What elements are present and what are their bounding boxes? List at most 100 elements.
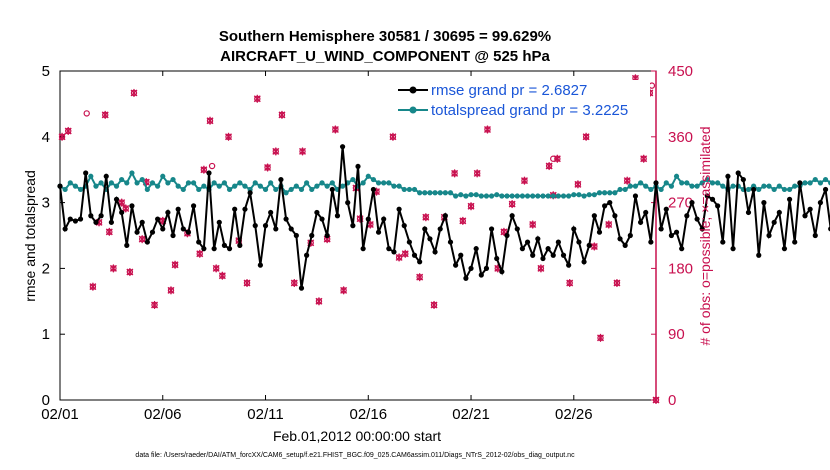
rmse-point (293, 232, 299, 239)
rmse-point (653, 180, 659, 186)
rmse-point (694, 216, 700, 222)
y2-tick-label: 180 (668, 260, 693, 277)
totalspread-point (365, 173, 371, 179)
totalspread-point (113, 183, 120, 189)
totalspread-point (488, 193, 495, 199)
totalspread-point (232, 183, 238, 189)
totalspread-point (185, 180, 192, 186)
rmse-point (381, 216, 387, 222)
rmse-point (375, 229, 382, 235)
obs-assimilated-point (212, 264, 220, 273)
obs-assimilated-point (122, 204, 130, 213)
totalspread-point (396, 183, 402, 189)
rmse-point (422, 226, 428, 232)
rmse-point (406, 239, 412, 245)
rmse-point (360, 246, 366, 252)
totalspread-point (370, 176, 377, 183)
legend-rmse-marker (409, 86, 417, 94)
y-tick-label: 2 (42, 260, 50, 277)
rmse-point (170, 232, 176, 239)
totalspread-point (252, 180, 258, 186)
totalspread-point (709, 180, 716, 186)
totalspread-point (504, 193, 510, 199)
rmse-point (273, 226, 279, 232)
rmse-point (139, 219, 145, 225)
totalspread-point (196, 186, 202, 193)
totalspread-point (632, 183, 639, 189)
rmse-point (262, 223, 269, 229)
y2-tick-label: 360 (668, 129, 693, 146)
rmse-point (463, 275, 469, 281)
obs-assimilated-point (459, 216, 467, 225)
totalspread-point (329, 180, 335, 186)
obs-assimilated-point (623, 176, 631, 185)
totalspread-point (715, 180, 721, 186)
rmse-point (57, 183, 63, 189)
rmse-point (761, 200, 767, 206)
totalspread-point (591, 192, 597, 198)
obs-assimilated-point (315, 297, 323, 306)
totalspread-point (617, 186, 623, 193)
totalspread-point (360, 180, 366, 186)
legend-spread-marker (409, 106, 417, 114)
rmse-point (468, 265, 474, 271)
totalspread-point (673, 173, 680, 179)
rmse-point (735, 170, 741, 176)
totalspread-point (463, 193, 469, 199)
rmse-point (499, 269, 505, 275)
rmse-point (494, 255, 500, 262)
y2-tick-label: 90 (668, 326, 685, 343)
rmse-point (812, 232, 818, 239)
totalspread-point (586, 192, 592, 198)
totalspread-point (119, 176, 125, 183)
totalspread-point (766, 183, 772, 189)
obs-assimilated-point (130, 88, 138, 97)
totalspread-point (257, 183, 263, 189)
totalspread-point (530, 193, 536, 199)
totalspread-point (350, 176, 356, 183)
rmse-point (268, 209, 274, 216)
rmse-point (524, 239, 531, 245)
rmse-point (324, 232, 330, 239)
totalspread-point (627, 183, 633, 189)
rmse-point (83, 170, 89, 176)
totalspread-point (694, 183, 700, 189)
obs-possible-point (208, 162, 216, 170)
obs-assimilated-point (331, 125, 339, 134)
obs-assimilated-point (395, 253, 403, 262)
rmse-point (725, 173, 731, 179)
totalspread-point (555, 193, 561, 199)
totalspread-point (637, 180, 644, 186)
totalspread-point (77, 186, 84, 193)
rmse-point (370, 186, 377, 193)
totalspread-point (473, 192, 479, 198)
rmse-point (668, 232, 675, 239)
chart-subtitle: AIRCRAFT_U_WIND_COMPONENT @ 525 hPa (220, 48, 550, 65)
totalspread-point (453, 193, 459, 199)
legend-rmse-label: rmse grand pr = 2.6827 (431, 82, 587, 99)
totalspread-point (129, 170, 135, 176)
rmse-point (679, 246, 685, 252)
rmse-point (612, 213, 618, 219)
totalspread-point (571, 192, 577, 198)
y-tick-label: 1 (42, 326, 50, 343)
obs-assimilated-point (574, 180, 582, 189)
rmse-point (817, 200, 824, 206)
obs-assimilated-point (416, 273, 424, 282)
x-axis-label: Feb.01,2012 00:00:00 start (273, 428, 441, 444)
totalspread-point (175, 183, 181, 189)
totalspread-point (720, 183, 726, 189)
totalspread-point (596, 190, 603, 196)
y2-tick-label: 0 (668, 392, 676, 409)
rmse-point (756, 252, 762, 258)
rmse-point (514, 226, 520, 232)
totalspread-point (165, 180, 171, 186)
obs-assimilated-point (109, 264, 117, 273)
obs-assimilated-point (171, 260, 179, 269)
rmse-point (77, 216, 84, 222)
rmse-point (751, 186, 757, 193)
obs-assimilated-point (389, 132, 397, 141)
rmse-point (643, 209, 649, 216)
totalspread-point (309, 186, 315, 193)
totalspread-point (170, 176, 176, 183)
